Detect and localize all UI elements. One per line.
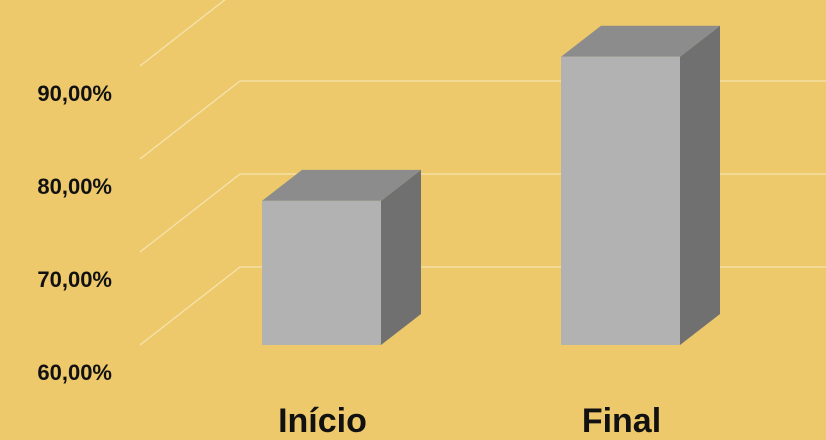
bars — [262, 25, 720, 345]
gridline — [139, 80, 826, 160]
gridline — [139, 266, 826, 346]
gridlines — [139, 0, 826, 346]
bar-top-face — [561, 25, 720, 57]
y-tick-label: 80,00% — [37, 174, 112, 199]
bar-front-face — [262, 200, 381, 345]
bar-side-face — [680, 25, 720, 345]
bar-front-face — [561, 56, 680, 345]
x-category-label: Final — [582, 402, 661, 440]
bar-top-face — [262, 169, 421, 201]
gridline — [139, 0, 226, 67]
bar-2 — [561, 25, 720, 345]
y-tick-label: 60,00% — [37, 360, 112, 385]
bar-1 — [262, 169, 421, 345]
bar-side-face — [381, 169, 421, 345]
x-category-label: Início — [278, 402, 367, 440]
y-tick-label: 70,00% — [37, 267, 112, 292]
axis-labels: 60,00% 70,00% 80,00% 90,00% Início Final — [37, 81, 661, 440]
y-tick-label: 90,00% — [37, 81, 112, 106]
gridline — [139, 173, 826, 253]
